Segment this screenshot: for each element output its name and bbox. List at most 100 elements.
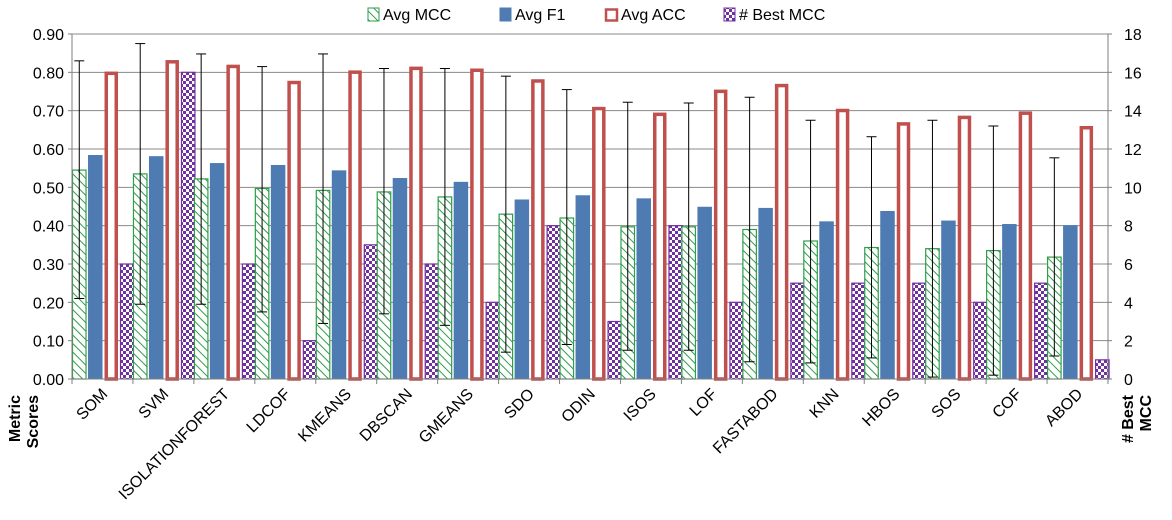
y-right-tick-label: 6 bbox=[1124, 257, 1133, 274]
y-left-title: Metric bbox=[7, 395, 24, 442]
x-category-label: DBSCAN bbox=[357, 386, 416, 445]
bar-best-mcc bbox=[1034, 282, 1049, 380]
legend-swatch bbox=[723, 7, 736, 22]
y-left-tick-label: 0.80 bbox=[33, 65, 64, 82]
x-category-label: FASTABOD bbox=[710, 386, 782, 458]
bar-best-mcc bbox=[851, 282, 866, 380]
bar-avg-f1 bbox=[819, 221, 834, 380]
x-category-label: ISOLATIONFOREST bbox=[116, 386, 234, 504]
y-left-tick-label: 0.90 bbox=[33, 27, 64, 44]
bar-best-mcc bbox=[485, 301, 501, 380]
y-right-tick-label: 18 bbox=[1124, 27, 1142, 44]
bar-avg-f1 bbox=[270, 164, 286, 380]
legend-label: Avg ACC bbox=[621, 7, 686, 24]
bar-avg-f1 bbox=[392, 178, 408, 380]
y-right-tick-label: 12 bbox=[1124, 142, 1142, 159]
bar-avg-acc bbox=[1079, 126, 1094, 381]
y-left-tick-label: 0.00 bbox=[33, 372, 64, 389]
legend-label: Avg MCC bbox=[383, 7, 451, 24]
bar-best-mcc bbox=[790, 282, 805, 380]
bar-best-mcc bbox=[1094, 359, 1110, 380]
x-category-label: ISOS bbox=[621, 386, 660, 425]
y-right-title: MCC bbox=[1138, 395, 1155, 432]
y-right-title: # Best bbox=[1120, 394, 1137, 443]
bar-avg-f1 bbox=[453, 181, 469, 380]
bar-avg-acc bbox=[896, 122, 911, 381]
bar-best-mcc bbox=[973, 301, 988, 380]
x-category-label: LOF bbox=[687, 386, 721, 420]
y-left-tick-label: 0.70 bbox=[33, 104, 64, 121]
y-left-tick-label: 0.10 bbox=[33, 334, 64, 351]
y-right-tick-label: 10 bbox=[1124, 180, 1142, 197]
bar-avg-f1 bbox=[758, 207, 773, 380]
bar-avg-acc bbox=[957, 115, 972, 381]
bar-best-mcc bbox=[424, 263, 440, 380]
bar-avg-f1 bbox=[148, 156, 164, 380]
bar-avg-acc bbox=[104, 71, 119, 381]
y-left-tick-label: 0.30 bbox=[33, 257, 64, 274]
bar-best-mcc bbox=[912, 282, 927, 380]
bar-best-mcc bbox=[119, 263, 135, 380]
x-category-label: KNN bbox=[807, 386, 843, 422]
bar-best-mcc bbox=[241, 263, 257, 380]
y-right-tick-label: 4 bbox=[1124, 295, 1133, 312]
bar-avg-f1 bbox=[880, 210, 895, 380]
bar-avg-acc bbox=[165, 60, 179, 381]
bar-avg-acc bbox=[409, 66, 423, 381]
x-category-label: HBOS bbox=[859, 386, 903, 430]
x-category-label: COF bbox=[990, 386, 1026, 422]
bars bbox=[71, 43, 1110, 381]
y-right-tick-label: 2 bbox=[1124, 334, 1133, 351]
bar-best-mcc bbox=[180, 71, 196, 380]
y-right-tick-label: 0 bbox=[1124, 372, 1133, 389]
bar-best-mcc bbox=[302, 340, 318, 380]
bar-best-mcc bbox=[607, 320, 623, 380]
y-right-tick-label: 14 bbox=[1124, 104, 1142, 121]
x-category-label: SDO bbox=[501, 386, 538, 423]
x-category-label: ABOD bbox=[1042, 386, 1086, 430]
bar-best-mcc bbox=[729, 301, 745, 380]
bar-avg-f1 bbox=[697, 206, 712, 380]
legend-swatch bbox=[604, 8, 619, 22]
y-right-tick-label: 16 bbox=[1124, 65, 1142, 82]
bar-avg-acc bbox=[835, 108, 850, 381]
bar-avg-f1 bbox=[575, 195, 591, 380]
y-left-tick-label: 0.20 bbox=[33, 295, 64, 312]
x-category-label: SOM bbox=[74, 386, 112, 424]
y-left-tick-label: 0.60 bbox=[33, 142, 64, 159]
bar-avg-acc bbox=[652, 112, 667, 381]
y-left-title: Scores bbox=[25, 395, 42, 448]
bar-avg-acc bbox=[592, 106, 606, 381]
bar-best-mcc bbox=[363, 244, 379, 380]
legend: Avg MCC Avg F1 Avg ACC # Best MCC bbox=[367, 7, 825, 24]
x-category-label: SVM bbox=[136, 386, 173, 423]
bar-avg-acc bbox=[470, 68, 484, 381]
bar-best-mcc bbox=[546, 225, 562, 380]
y-right-tick-label: 8 bbox=[1124, 219, 1133, 236]
y-left-tick-label: 0.40 bbox=[33, 219, 64, 236]
bar-avg-f1 bbox=[331, 170, 347, 380]
bar-avg-f1 bbox=[88, 155, 103, 380]
legend-label: Avg F1 bbox=[515, 7, 566, 24]
x-category-label: ODIN bbox=[559, 386, 599, 426]
bar-avg-f1 bbox=[636, 198, 651, 380]
bar-avg-acc bbox=[531, 79, 545, 381]
bar-avg-acc bbox=[713, 89, 728, 381]
bar-avg-f1 bbox=[514, 199, 530, 380]
y-left-tick-label: 0.50 bbox=[33, 180, 64, 197]
bar-best-mcc bbox=[668, 225, 684, 380]
bar-avg-f1 bbox=[209, 163, 225, 380]
bar-avg-acc bbox=[1018, 111, 1033, 381]
bar-avg-acc bbox=[287, 80, 301, 381]
legend-swatch bbox=[499, 7, 512, 22]
legend-label: # Best MCC bbox=[739, 7, 825, 24]
legend-swatch bbox=[367, 7, 380, 22]
bar-avg-acc bbox=[774, 83, 789, 381]
x-category-label: LDCOF bbox=[244, 386, 295, 437]
bar-avg-acc bbox=[226, 64, 240, 381]
x-category-label: GMEANS bbox=[416, 386, 477, 447]
x-category-label: KMEANS bbox=[295, 386, 355, 446]
x-category-label: SOS bbox=[929, 386, 965, 422]
